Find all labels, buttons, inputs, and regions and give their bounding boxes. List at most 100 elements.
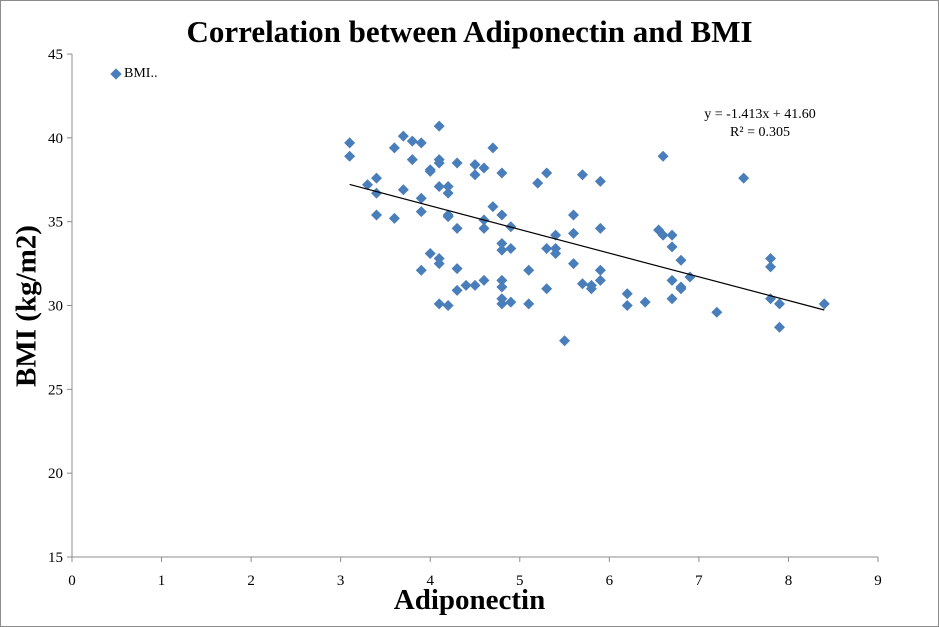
x-tick-label: 5 [516, 573, 524, 589]
trendline-annotation: y = -1.413x + 41.60 R² = 0.305 [680, 106, 840, 142]
data-point [738, 172, 750, 184]
data-point [496, 209, 508, 221]
data-point [487, 142, 499, 154]
data-point [496, 281, 508, 293]
data-point [496, 237, 508, 249]
data-point [576, 278, 588, 290]
data-point [818, 298, 830, 310]
data-point [406, 154, 418, 166]
data-point [478, 222, 490, 234]
data-point [433, 157, 445, 169]
data-point [487, 201, 499, 213]
y-tick-label: 40 [48, 131, 63, 147]
x-tick-label: 3 [337, 573, 345, 589]
data-point [433, 298, 445, 310]
data-point [559, 335, 571, 347]
data-point [541, 167, 553, 179]
data-point [451, 284, 463, 296]
data-point [541, 242, 553, 254]
x-tick-label: 1 [158, 573, 166, 589]
y-tick-label: 25 [48, 382, 63, 398]
data-point [550, 248, 562, 260]
data-point [478, 274, 490, 286]
data-point [568, 227, 580, 239]
data-point [621, 288, 633, 300]
data-point [594, 222, 606, 234]
data-point [442, 187, 454, 199]
data-point [505, 296, 517, 308]
data-point [568, 258, 580, 270]
data-point [594, 264, 606, 276]
data-point [576, 169, 588, 181]
data-point [388, 142, 400, 154]
data-point [460, 279, 472, 291]
data-point [344, 137, 356, 149]
data-point [442, 211, 454, 223]
data-point [765, 253, 777, 265]
trendline [349, 183, 825, 311]
data-point [666, 293, 678, 305]
data-point [451, 157, 463, 169]
data-point [451, 263, 463, 275]
x-axis-label: Adiponectin [393, 584, 546, 616]
legend: BMI.. [110, 66, 158, 82]
x-tick-label: 6 [606, 573, 614, 589]
chart-title: Correlation between Adiponectin and BMI [186, 14, 753, 49]
x-tick-label: 7 [695, 573, 703, 589]
data-point [496, 298, 508, 310]
data-point [433, 258, 445, 270]
data-point [657, 229, 669, 241]
data-point [711, 306, 723, 318]
data-point [773, 321, 785, 333]
x-tick-label: 4 [426, 573, 434, 589]
data-point [362, 179, 374, 191]
x-tick-label: 0 [68, 573, 76, 589]
data-point [415, 206, 427, 218]
data-point [765, 261, 777, 273]
data-point [675, 254, 687, 266]
data-point [773, 298, 785, 310]
data-point [541, 283, 553, 295]
data-point [451, 222, 463, 234]
data-point [594, 175, 606, 187]
y-tick-label: 30 [48, 299, 63, 315]
x-tick-label: 9 [874, 573, 882, 589]
data-point [469, 279, 481, 291]
data-point [406, 135, 418, 147]
data-point [496, 244, 508, 256]
x-tick-label: 8 [785, 573, 793, 589]
data-point [469, 159, 481, 171]
axes [67, 53, 879, 562]
data-point [424, 248, 436, 260]
data-point [344, 150, 356, 162]
data-point [415, 264, 427, 276]
y-tick-label: 35 [48, 215, 63, 231]
trendline-group [349, 183, 825, 311]
data-point [523, 264, 535, 276]
data-point [505, 242, 517, 254]
data-point [415, 192, 427, 204]
data-point [433, 180, 445, 192]
data-point [666, 229, 678, 241]
data-point [370, 209, 382, 221]
data-point [397, 130, 409, 142]
y-tick-label: 15 [48, 550, 63, 566]
data-point [496, 274, 508, 286]
data-point [442, 180, 454, 192]
legend-label: BMI.. [124, 66, 158, 81]
data-point [496, 167, 508, 179]
data-point [532, 177, 544, 189]
data-point [397, 184, 409, 196]
y-tick-label: 20 [48, 466, 63, 482]
data-point [388, 212, 400, 224]
data-point [523, 298, 535, 310]
data-point [675, 283, 687, 295]
data-point [442, 300, 454, 311]
data-point [469, 169, 481, 181]
data-point [370, 172, 382, 184]
data-point [666, 274, 678, 286]
y-tick-label: 45 [48, 47, 63, 63]
